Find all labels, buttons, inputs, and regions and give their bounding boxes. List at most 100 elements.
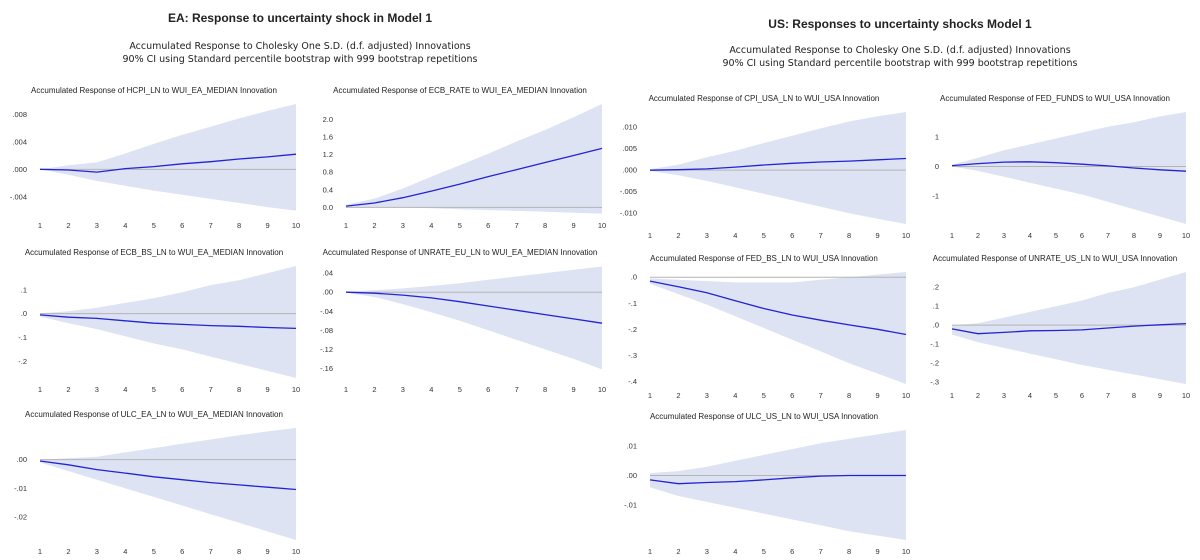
x-tick-label: 9	[571, 221, 575, 230]
panel-title: Accumulated Response of ULC_EA_LN to WUI…	[25, 410, 283, 419]
x-tick-label: 5	[762, 231, 766, 240]
y-tick-label: 1.6	[323, 133, 333, 142]
chart-svg: 10-11 2 3 4 5 6 7 8 9 10	[932, 112, 1190, 240]
x-tick-label: 3	[705, 391, 709, 400]
x-tick-label: 7	[1106, 231, 1110, 240]
x-tick-label: 3	[401, 385, 405, 394]
x-tick-label: 3	[95, 385, 99, 394]
x-tick-label: 10	[902, 547, 910, 556]
y-tick-label: 2.0	[323, 115, 333, 124]
x-tick-label: 7	[209, 385, 213, 394]
y-tick-label: -.4	[628, 377, 637, 386]
response-line	[649, 474, 906, 485]
x-tick-label: 3	[1002, 391, 1006, 400]
x-tick-label: 9	[875, 391, 879, 400]
panel-us-fed-bs: Accumulated Response of FED_BS_LN to WUI…	[610, 254, 918, 402]
x-tick-label: 1	[950, 231, 954, 240]
ci-band	[40, 428, 296, 540]
x-tick-label: 7	[209, 547, 213, 556]
y-tick-label: -.2	[930, 359, 939, 368]
y-tick-label: -.010	[620, 209, 637, 218]
y-tick-label: -.01	[14, 484, 27, 493]
y-tick-label: .0	[21, 309, 27, 318]
x-tick-label: 8	[847, 547, 851, 556]
y-tick-label: -.3	[628, 351, 637, 360]
panel-ea-ulc: Accumulated Response of ULC_EA_LN to WUI…	[0, 410, 308, 558]
x-tick-label: 10	[902, 391, 910, 400]
y-tick-label: .1	[21, 285, 27, 294]
x-tick-label: 6	[486, 385, 490, 394]
x-tick-label: 2	[676, 231, 680, 240]
chart-svg: .008 .004 .000 -.004 1 2 3 4 5 6 7 8 9 10	[10, 104, 300, 230]
panel-ea-ecb-rate: Accumulated Response of ECB_RATE to WUI_…	[306, 86, 614, 232]
x-tick-label: 7	[819, 231, 823, 240]
ci-band	[650, 112, 906, 224]
y-tick-label: 0.4	[323, 185, 333, 194]
y-tick-label: .005	[622, 144, 637, 153]
panel-ea-ecb-bs: Accumulated Response of ECB_BS_LN to WUI…	[0, 248, 308, 396]
x-tick-label: 2	[66, 221, 70, 230]
x-tick-label: 9	[265, 385, 269, 394]
ea-subtitle-line-1: Accumulated Response to Cholesky One S.D…	[129, 41, 471, 52]
y-tick-label: .01	[627, 442, 637, 451]
x-tick-label: 8	[543, 221, 547, 230]
ci-band	[40, 104, 296, 211]
x-tick-label: 5	[762, 391, 766, 400]
x-tick-label: 4	[123, 547, 127, 556]
x-tick-label: 8	[237, 221, 241, 230]
response-line	[649, 280, 907, 336]
x-tick-label: 1	[38, 547, 42, 556]
y-tick-label: -.3	[930, 378, 939, 387]
us-figure-subtitle: Accumulated Response to Cholesky One S.D…	[600, 45, 1200, 70]
y-tick-label: -.2	[18, 357, 27, 366]
x-tick-label: 1	[344, 385, 348, 394]
x-tick-label: 9	[1158, 231, 1162, 240]
x-tick-label: 2	[676, 547, 680, 556]
y-tick-label: .2	[933, 283, 939, 292]
chart-svg: .1 .0 -.1 -.2 1 2 3 4 5 6 7 8 9 10	[18, 266, 300, 394]
y-tick-label: .00	[323, 288, 333, 297]
response-line	[39, 314, 297, 330]
panel-us-ulc: Accumulated Response of ULC_US_LN to WUI…	[610, 412, 918, 558]
x-tick-label: 10	[902, 231, 910, 240]
x-tick-label: 7	[819, 391, 823, 400]
y-tick-label: .004	[12, 137, 27, 146]
panel-title: Accumulated Response of UNRATE_US_LN to …	[932, 254, 1178, 263]
x-tick-label: 7	[819, 547, 823, 556]
x-tick-label: 6	[486, 221, 490, 230]
panel-title: Accumulated Response of UNRATE_EU_LN to …	[322, 248, 598, 257]
x-tick-label: 10	[292, 385, 300, 394]
y-tick-label: .010	[622, 123, 637, 132]
x-tick-label: 4	[1028, 391, 1032, 400]
x-tick-label: 2	[976, 231, 980, 240]
response-line	[345, 147, 603, 207]
x-tick-label: 2	[976, 391, 980, 400]
response-line	[39, 153, 297, 173]
ea-subtitle-line-2: 90% CI using Standard percentile bootstr…	[122, 53, 478, 65]
y-tick-label: .000	[622, 166, 637, 175]
panel-title: Accumulated Response of ECB_RATE to WUI_…	[333, 86, 587, 95]
x-tick-label: 5	[152, 221, 156, 230]
x-tick-label: 4	[123, 221, 127, 230]
ea-figure-title: EA: Response to uncertainty shock in Mod…	[167, 11, 433, 25]
x-tick-label: 9	[265, 221, 269, 230]
response-line	[39, 460, 297, 491]
response-line	[345, 291, 603, 324]
response-line	[951, 322, 1187, 335]
chart-svg: .01 .00 -.01 1 2 3 4 5 6 7 8 9 10	[624, 430, 910, 556]
y-tick-label: 0.0	[323, 203, 333, 212]
y-tick-label: 1	[935, 133, 939, 142]
x-tick-label: 7	[515, 385, 519, 394]
ci-band	[40, 266, 296, 378]
y-tick-label: 0	[935, 162, 939, 171]
x-tick-label: 6	[180, 221, 184, 230]
chart-svg: 2.0 1.6 1.2 0.8 0.4 0.0 1 2 3 4 5 6 7 8 9 10	[323, 104, 606, 230]
panel-title: Accumulated Response of FED_FUNDS to WUI…	[940, 94, 1170, 103]
x-tick-label: 5	[152, 547, 156, 556]
x-tick-label: 8	[847, 231, 851, 240]
x-tick-label: 5	[1054, 391, 1058, 400]
panel-title: Accumulated Response of ULC_US_LN to WUI…	[649, 412, 879, 421]
x-tick-label: 2	[676, 391, 680, 400]
x-tick-label: 9	[875, 547, 879, 556]
x-tick-label: 7	[209, 221, 213, 230]
